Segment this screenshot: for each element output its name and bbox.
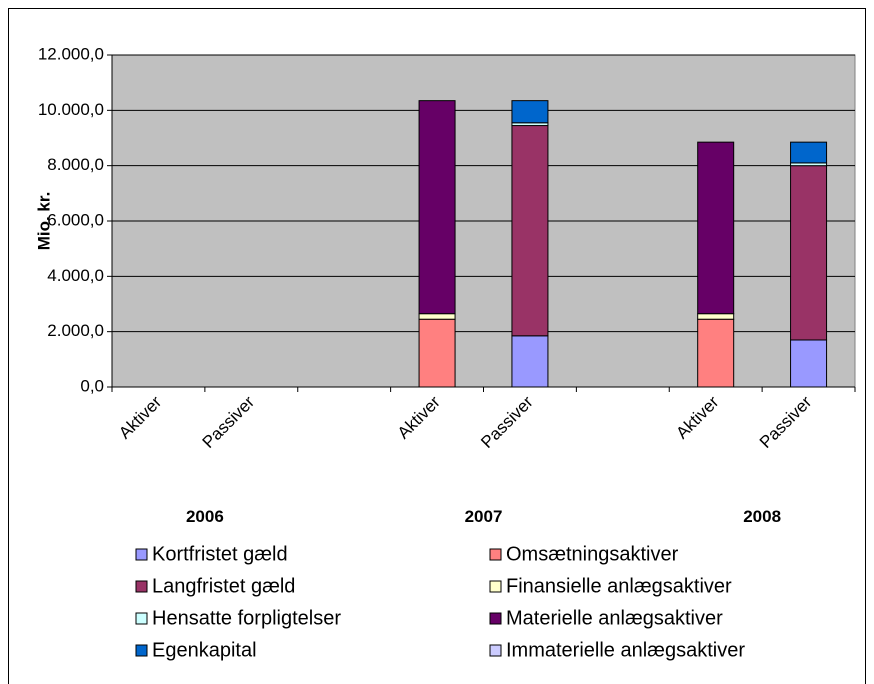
group-label: 2008: [743, 507, 781, 526]
legend-label: Hensatte forpligtelser: [152, 607, 341, 629]
bar-segment: [790, 339, 828, 388]
y-tick-label: 10.000,0: [38, 100, 104, 119]
legend-swatch: [135, 644, 148, 657]
legend-swatch: [489, 548, 502, 561]
legend-label: Langfristet gæld: [152, 575, 295, 597]
bar-segment: [511, 335, 549, 388]
bar-segment: [697, 318, 735, 388]
group-label: 2006: [186, 507, 224, 526]
legend-label: Immaterielle anlægsaktiver: [506, 639, 745, 661]
legend-swatch: [489, 644, 502, 657]
legend-swatch: [135, 580, 148, 593]
bar-segment: [697, 313, 735, 320]
legend-label: Finansielle anlægsaktiver: [506, 575, 732, 597]
y-tick-label: 2.000,0: [47, 321, 104, 340]
bar-segment: [418, 100, 456, 315]
bar-segment: [511, 100, 549, 124]
legend-swatch: [489, 612, 502, 625]
y-tick-label: 12.000,0: [38, 44, 104, 63]
y-tick-label: 4.000,0: [47, 266, 104, 285]
legend-swatch: [489, 580, 502, 593]
bar-segment: [418, 313, 456, 320]
legend-swatch: [135, 612, 148, 625]
legend-label: Egenkapital: [152, 639, 257, 661]
y-tick-label: 0,0: [80, 376, 104, 395]
legend-swatch: [135, 548, 148, 561]
y-tick-label: 6.000,0: [47, 210, 104, 229]
legend-label: Materielle anlægsaktiver: [506, 607, 723, 629]
y-axis-title: Mio. kr.: [34, 192, 53, 251]
group-label: 2007: [465, 507, 503, 526]
bar-segment: [697, 141, 735, 315]
legend-label: Kortfristet gæld: [152, 543, 288, 565]
bar-segment: [511, 125, 549, 337]
y-tick-label: 8.000,0: [47, 155, 104, 174]
legend-label: Omsætningsaktiver: [506, 543, 679, 565]
bar-segment: [418, 318, 456, 388]
bar-segment: [790, 165, 828, 341]
bar-segment: [790, 141, 828, 164]
chart-frame: [8, 8, 866, 684]
